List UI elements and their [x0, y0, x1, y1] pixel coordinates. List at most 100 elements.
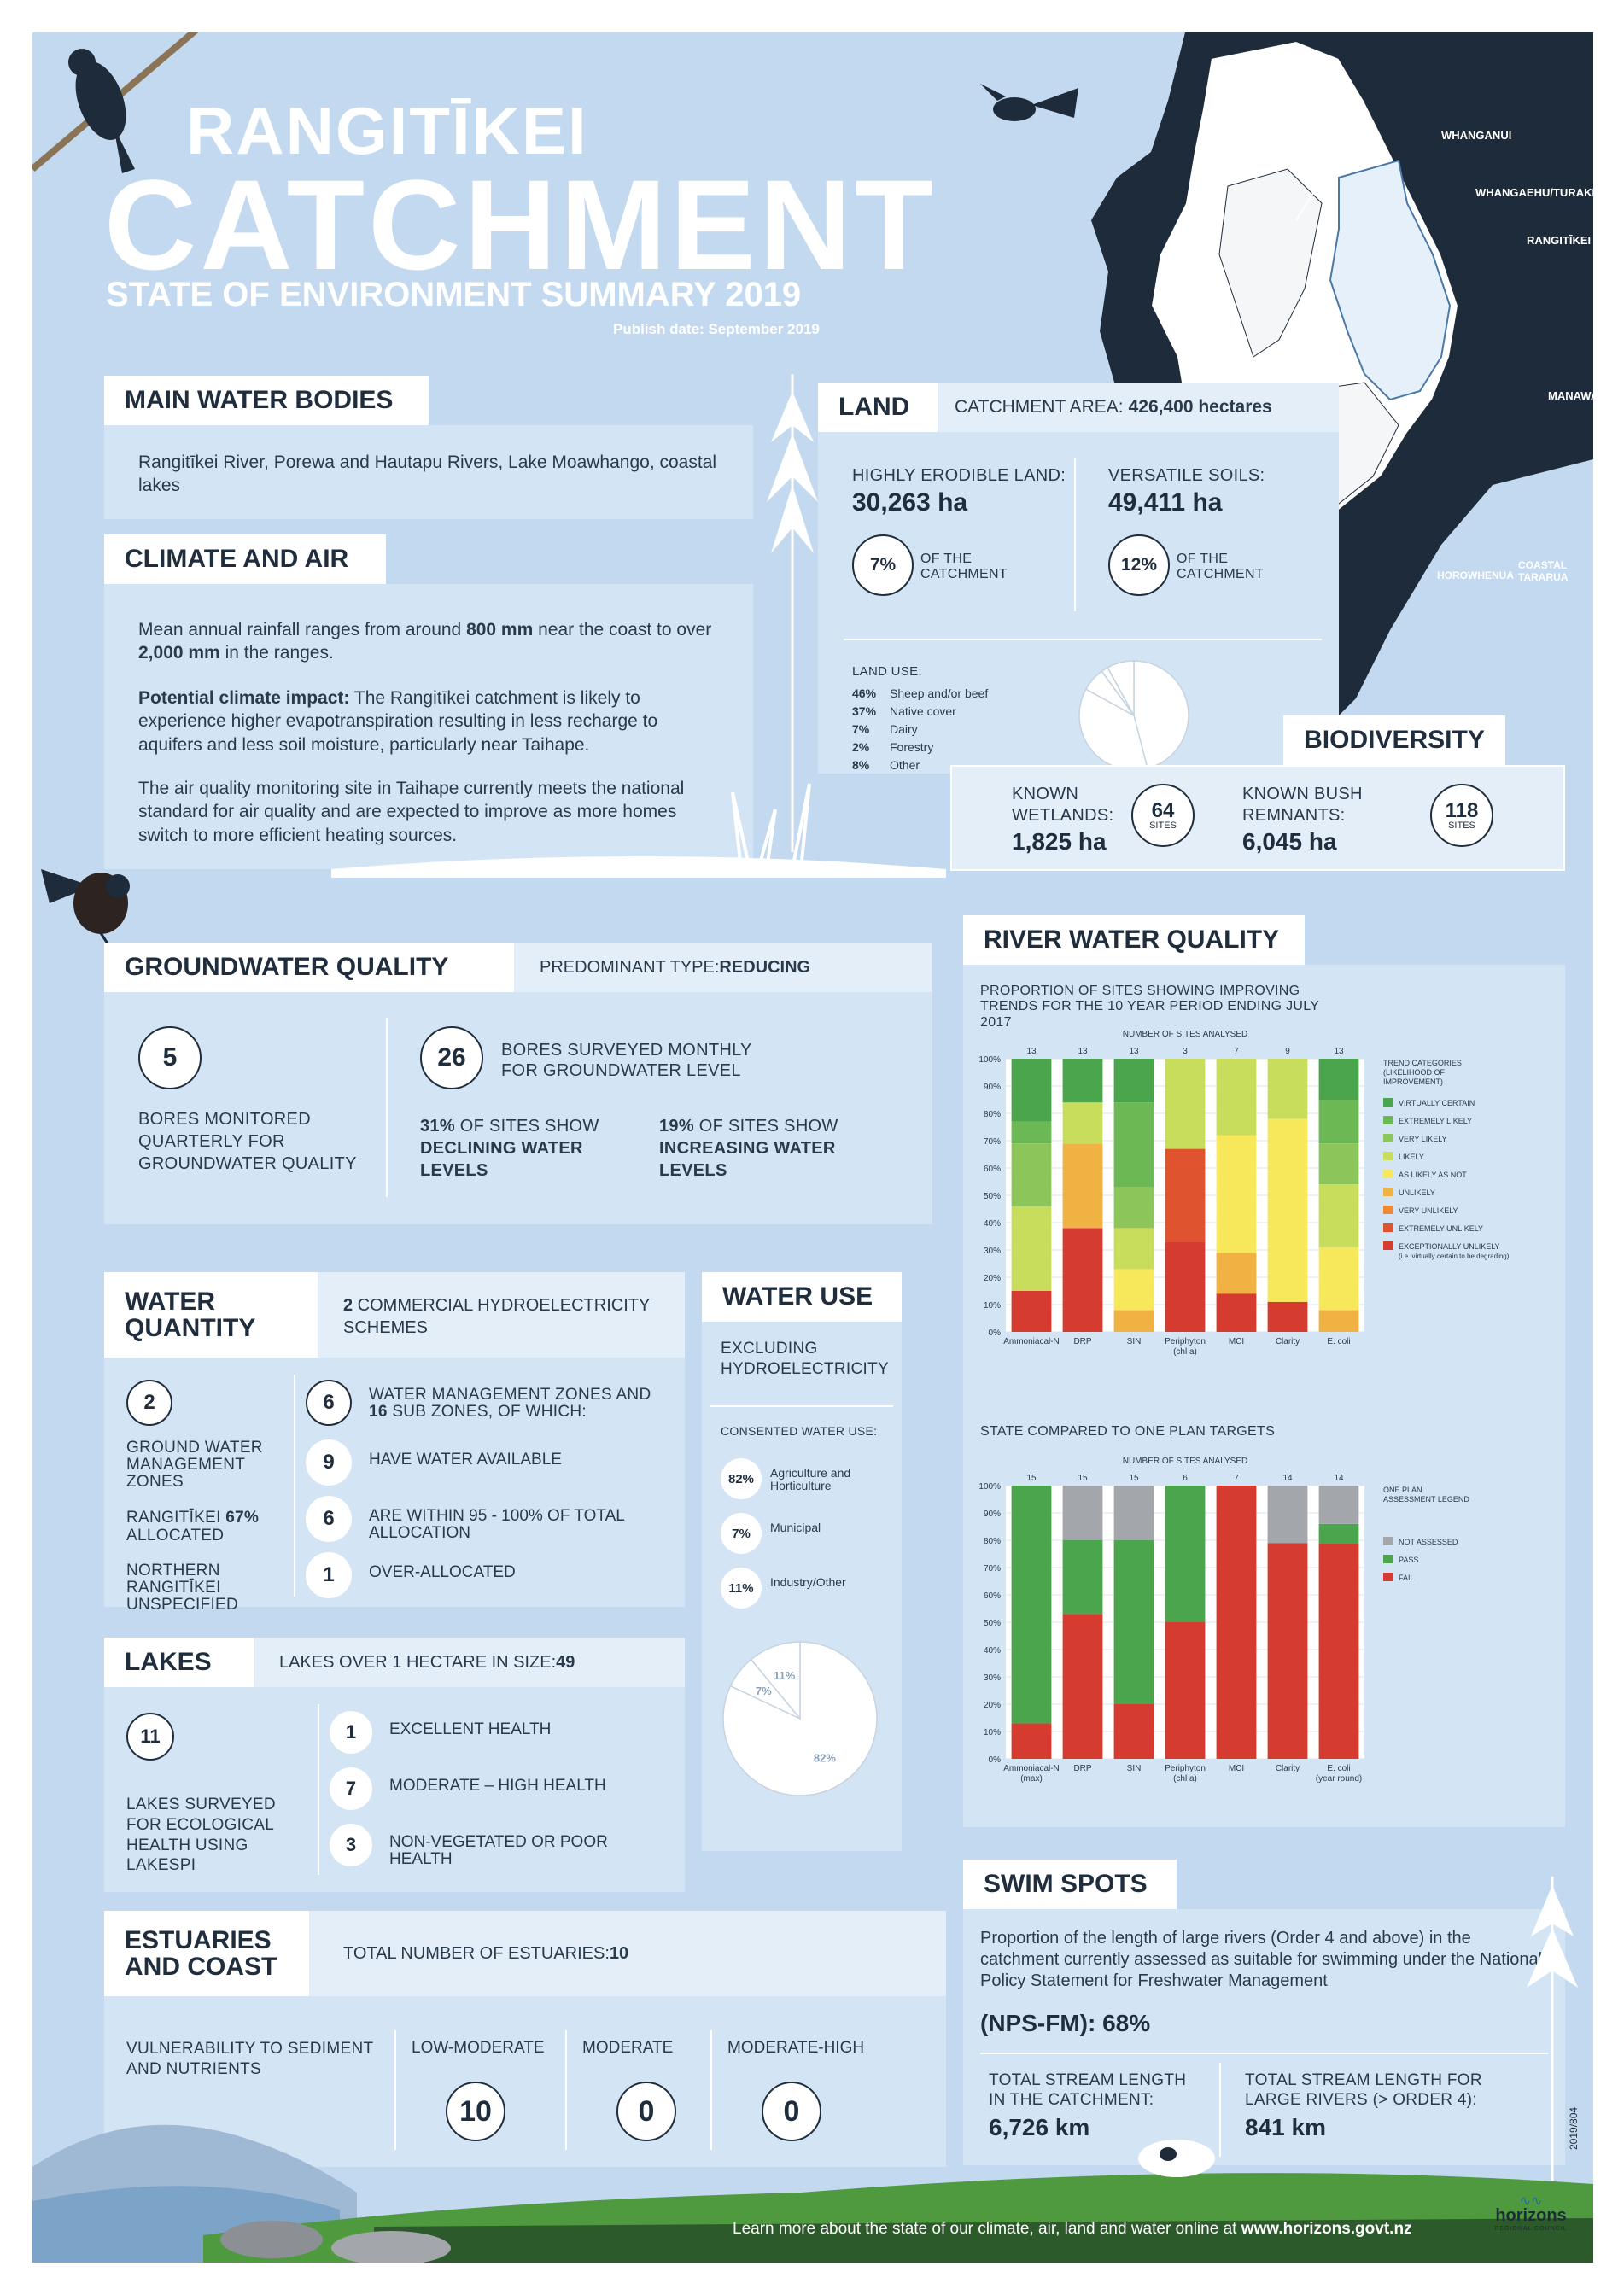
bar-segment	[1011, 1143, 1052, 1206]
wetlands-sites-label: SITES	[1149, 820, 1177, 831]
legend-swatch	[1383, 1223, 1393, 1232]
zones-text-c: SUB ZONES, OF WHICH:	[387, 1402, 587, 1421]
y-tick-label: 50%	[984, 1619, 1001, 1628]
horizons-logo-icon: ∿∿	[1519, 2194, 1543, 2209]
rainfall-high: 2,000 mm	[138, 643, 220, 663]
bar-segment	[1011, 1723, 1052, 1759]
land-use-pct: 8%	[852, 758, 870, 772]
bar-segment	[1318, 1310, 1359, 1332]
horizons-logo-sub: REGIONAL COUNCIL	[1494, 2226, 1568, 2232]
gw-bores-quality-text: BORES MONITORED QUARTERLY FOR GROUNDWATE…	[138, 1110, 357, 1173]
large-rivers-value: 841 km	[1245, 2114, 1326, 2140]
land-use-item: 8% Other	[852, 758, 1057, 772]
zones-row-text: HAVE WATER AVAILABLE	[369, 1451, 562, 1469]
bar-segment	[1267, 1118, 1308, 1302]
estuaries-total-value: 10	[609, 1943, 629, 1963]
title-subtitle: STATE OF ENVIRONMENT SUMMARY 2019	[106, 276, 802, 313]
poster-code: 2019/804	[1568, 2106, 1580, 2150]
estuaries-col-value: 0	[616, 2082, 676, 2141]
zones-row-count: 9	[306, 1439, 352, 1486]
estuaries-col-label: LOW-MODERATE	[412, 2039, 545, 2057]
legend-swatch	[1383, 1573, 1393, 1581]
y-tick-label: 70%	[984, 1564, 1001, 1574]
x-tick-label: DRP	[1073, 1337, 1091, 1346]
bar-segment	[1318, 1184, 1359, 1247]
bar-segment	[1216, 1059, 1257, 1136]
landscape-illustration	[32, 2124, 1593, 2263]
zones-row-count: 6	[306, 1496, 352, 1542]
footer-link[interactable]: www.horizons.govt.nz	[1241, 2220, 1412, 2238]
climate-impact: Potential climate impact: The Rangitīkei…	[138, 686, 685, 756]
gw-bores-level-count: 26	[420, 1026, 483, 1089]
bar-segment	[1062, 1614, 1103, 1759]
land-use-item: 37% Native cover	[852, 704, 1057, 718]
bar-count-label: 13	[1026, 1047, 1037, 1056]
land-divider	[1074, 458, 1076, 611]
bar-segment	[1267, 1543, 1308, 1759]
bar-segment	[1113, 1059, 1154, 1103]
legend-label: EXCEPTIONALLY UNLIKELY	[1399, 1242, 1500, 1251]
bar-segment	[1062, 1540, 1103, 1615]
river-panel: PROPORTION OF SITES SHOWING IMPROVING TR…	[963, 965, 1565, 1827]
groundwater-type: PREDOMINANT TYPE: REDUCING	[514, 943, 932, 992]
lakes-over-value: 49	[556, 1652, 575, 1672]
gw-bores-level-text: BORES SURVEYED MONTHLY FOR GROUNDWATER L…	[501, 1041, 752, 1080]
footer-text: Learn more about the state of our climat…	[733, 2220, 1412, 2239]
climate-impact-label: Potential climate impact:	[138, 688, 350, 708]
consented-label: CONSENTED WATER USE:	[721, 1424, 878, 1438]
legend-swatch	[1383, 1241, 1393, 1250]
lakes-surveyed-count: 11	[126, 1713, 174, 1761]
estuaries-col-value: 10	[446, 2082, 505, 2141]
bar-segment	[1113, 1269, 1154, 1311]
swim-value: (NPS-FM): 68%	[980, 2010, 1151, 2036]
legend-title: TREND CATEGORIES (LIKELIHOOD OF IMPROVEMEN…	[1383, 1059, 1462, 1086]
poster: WHANGANUI WHANGAEHU/TURAKINA RANGITĪKEI …	[32, 32, 1593, 2263]
wetlands-label: KNOWN WETLANDS:	[1012, 785, 1114, 825]
land-use-pct: 2%	[852, 740, 870, 754]
legend-label: EXTREMELY UNLIKELY	[1399, 1224, 1483, 1233]
lakes-panel: 11 LAKES SURVEYED FOR ECOLOGICAL HEALTH …	[104, 1687, 685, 1892]
y-tick-label: 80%	[984, 1537, 1001, 1546]
footer-text-a: Learn more about the state of our climat…	[733, 2220, 1241, 2238]
bar-segment	[1011, 1121, 1052, 1144]
northern-rangitikei: NORTHERN RANGITĪKEI UNSPECIFIED	[126, 1562, 239, 1614]
bar-segment	[1113, 1704, 1154, 1759]
bar-segment	[1318, 1543, 1359, 1759]
hydro-count: 2	[343, 1296, 353, 1315]
trend-chart: NUMBER OF SITES ANALYSED 0% 10% 20% 30% 40% 50…	[978, 1030, 1509, 1357]
pie-slice	[1133, 660, 1189, 769]
land-use-item: 46% Sheep and/or beef	[852, 686, 1057, 700]
bar-count-label: 15	[1078, 1474, 1088, 1483]
land-use-pct: 7%	[852, 722, 870, 736]
bar-count-label: 7	[1234, 1474, 1239, 1483]
bar-count-label: 3	[1183, 1047, 1188, 1056]
title-line2: CATCHMENT	[104, 153, 937, 296]
bar-segment	[1011, 1486, 1052, 1724]
rangitikei-allocation-a: RANGITĪKEI	[126, 1509, 226, 1527]
lakes-over: LAKES OVER 1 HECTARE IN SIZE: 49	[254, 1638, 685, 1687]
land-area-label: CATCHMENT AREA:	[955, 397, 1124, 417]
bush-value: 6,045 ha	[1242, 828, 1337, 855]
water-use-header: WATER USE	[702, 1272, 902, 1322]
land-use-name: Native cover	[890, 704, 956, 718]
horizons-logo-text: horizons	[1495, 2206, 1567, 2225]
water-use-panel: EXCLUDING HYDROELECTRICITY CONSENTED WAT…	[702, 1322, 902, 1851]
bar-count-label: 7	[1234, 1047, 1239, 1056]
bar-segment	[1113, 1486, 1154, 1540]
x-tick-label: MCI	[1229, 1337, 1244, 1346]
gw-type-label: PREDOMINANT TYPE:	[540, 957, 720, 977]
x-tick-label: SIN	[1127, 1764, 1142, 1773]
bar-segment	[1113, 1102, 1154, 1188]
fern-tree-illustration	[767, 374, 818, 852]
bar-count-label: 6	[1183, 1474, 1188, 1483]
y-tick-label: 10%	[984, 1301, 1001, 1311]
bar-segment	[1318, 1486, 1359, 1524]
bar-segment	[1267, 1486, 1308, 1544]
legend-label: VIRTUALLY CERTAIN	[1399, 1099, 1475, 1107]
grass-illustration	[331, 783, 946, 878]
air-quality-text: The air quality monitoring site in Taiha…	[138, 779, 685, 845]
map-label-horowhenua: HOROWHENUA	[1437, 569, 1514, 581]
bar-count-label: 13	[1334, 1047, 1344, 1056]
bar-segment	[1011, 1206, 1052, 1291]
x-tick-label-2: (max)	[1020, 1774, 1043, 1784]
